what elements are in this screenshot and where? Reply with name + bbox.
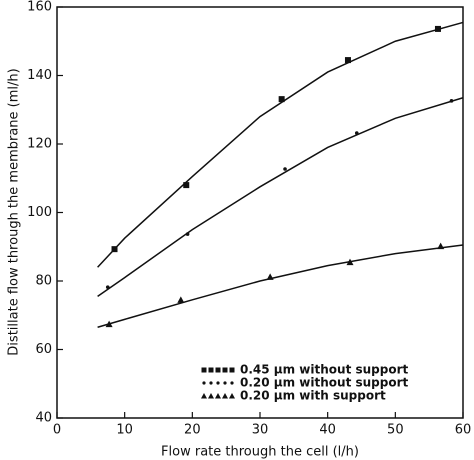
y-tick-label: 60 xyxy=(35,342,52,357)
fit-curve xyxy=(97,244,464,328)
x-tick-label: 30 xyxy=(252,423,269,438)
marker xyxy=(177,296,185,303)
y-tick-label: 160 xyxy=(27,0,52,15)
marker xyxy=(266,273,274,280)
x-tick-label: 0 xyxy=(53,423,61,438)
x-tick-label: 20 xyxy=(184,423,201,438)
y-tick-label: 120 xyxy=(27,137,52,152)
marker xyxy=(183,182,190,189)
marker xyxy=(283,167,287,171)
legend-marker xyxy=(215,367,221,373)
legend-marker xyxy=(222,393,228,399)
x-tick-label: 50 xyxy=(387,423,404,438)
legend-marker xyxy=(209,381,213,385)
marker xyxy=(278,96,285,103)
x-tick-label: 40 xyxy=(319,423,336,438)
marker xyxy=(111,246,118,253)
x-tick-label: 60 xyxy=(455,423,472,438)
marker xyxy=(344,57,351,64)
marker xyxy=(449,99,454,103)
legend-marker xyxy=(223,381,227,385)
marker xyxy=(185,232,190,236)
legend-marker xyxy=(229,393,235,399)
marker xyxy=(105,285,110,289)
legend-marker xyxy=(215,393,221,399)
plot-frame xyxy=(56,6,464,419)
legend-marker xyxy=(222,367,228,373)
x-axis-label: Flow rate through the cell (l/h) xyxy=(161,445,359,460)
legend-label: 0.20 μm without support xyxy=(240,376,409,390)
legend-label: 0.45 μm without support xyxy=(240,363,409,377)
marker xyxy=(434,25,441,32)
y-tick-label: 140 xyxy=(27,68,52,83)
legend-marker xyxy=(216,381,220,385)
legend-marker xyxy=(202,381,206,385)
marker xyxy=(354,131,359,135)
legend-label: 0.20 μm with support xyxy=(240,389,386,403)
legend-marker xyxy=(201,393,207,399)
y-tick-label: 100 xyxy=(27,205,52,220)
legend-marker xyxy=(230,381,234,385)
y-tick-label: 40 xyxy=(35,411,52,426)
legend-marker xyxy=(208,367,214,373)
marker xyxy=(346,258,354,266)
y-axis-label: Distillate flow through the membrane (ml… xyxy=(7,68,22,355)
legend-marker xyxy=(208,393,214,399)
y-tick-label: 80 xyxy=(35,274,52,289)
marker xyxy=(105,320,113,328)
legend-marker xyxy=(201,367,207,373)
marker xyxy=(437,242,445,250)
fit-curve xyxy=(97,21,464,268)
legend-marker xyxy=(229,367,235,373)
x-tick-label: 10 xyxy=(116,423,133,438)
fit-curve xyxy=(97,97,464,298)
